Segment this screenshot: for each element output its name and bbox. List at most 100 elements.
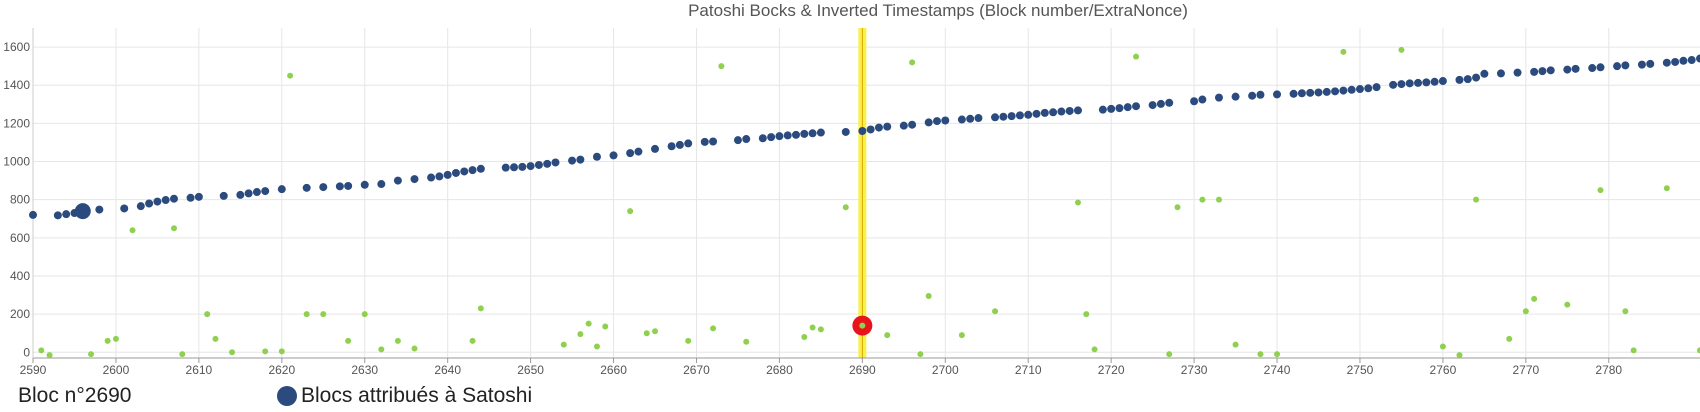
point-satoshi bbox=[634, 147, 643, 156]
point-satoshi bbox=[1032, 109, 1041, 118]
y-tick-label: 200 bbox=[10, 307, 30, 321]
point-other bbox=[743, 338, 750, 345]
legend[interactable]: Blocs attribués à Satoshi bbox=[277, 384, 532, 408]
point-satoshi bbox=[1339, 86, 1348, 95]
x-tick-label: 2640 bbox=[434, 363, 461, 377]
point-other bbox=[469, 337, 476, 344]
point-satoshi bbox=[667, 142, 676, 151]
point-other bbox=[46, 352, 53, 359]
point-other bbox=[884, 332, 891, 339]
point-other bbox=[1456, 352, 1463, 359]
point-satoshi bbox=[1098, 105, 1107, 114]
point-satoshi bbox=[991, 113, 1000, 122]
point-satoshi bbox=[966, 114, 975, 123]
point-satoshi bbox=[1015, 111, 1024, 120]
y-tick-label: 800 bbox=[10, 193, 30, 207]
point-satoshi bbox=[1596, 63, 1605, 72]
point-satoshi bbox=[1040, 108, 1049, 117]
point-other bbox=[287, 72, 294, 79]
point-other bbox=[1340, 48, 1347, 55]
point-satoshi bbox=[1073, 106, 1082, 115]
point-satoshi bbox=[476, 164, 485, 173]
x-tick-label: 2590 bbox=[20, 363, 47, 377]
point-satoshi bbox=[1190, 97, 1199, 106]
x-tick-label: 2710 bbox=[1015, 363, 1042, 377]
point-other bbox=[1215, 196, 1222, 203]
y-tick-label: 1200 bbox=[3, 116, 30, 130]
point-other bbox=[1091, 346, 1098, 353]
x-tick-label: 2720 bbox=[1098, 363, 1125, 377]
x-tick-label: 2650 bbox=[517, 363, 544, 377]
point-satoshi bbox=[908, 120, 917, 129]
point-satoshi bbox=[1049, 108, 1058, 117]
point-satoshi bbox=[244, 189, 253, 198]
point-satoshi bbox=[261, 187, 270, 196]
x-tick-label: 2630 bbox=[351, 363, 378, 377]
point-other bbox=[801, 334, 808, 341]
point-other bbox=[1074, 199, 1081, 206]
point-satoshi bbox=[551, 158, 560, 167]
point-other bbox=[262, 348, 269, 355]
point-satoshi bbox=[932, 117, 941, 126]
point-other bbox=[718, 63, 725, 70]
point-other bbox=[585, 320, 592, 327]
x-tick-label: 2690 bbox=[849, 363, 876, 377]
point-satoshi bbox=[883, 122, 892, 131]
point-satoshi bbox=[1132, 102, 1141, 111]
x-tick-label: 2670 bbox=[683, 363, 710, 377]
point-other bbox=[477, 305, 484, 312]
point-satoshi bbox=[700, 137, 709, 146]
point-satoshi bbox=[767, 133, 776, 142]
x-tick-label: 2610 bbox=[186, 363, 213, 377]
point-other bbox=[627, 208, 634, 215]
point-satoshi bbox=[1496, 69, 1505, 78]
point-other bbox=[361, 311, 368, 318]
point-satoshi bbox=[1472, 73, 1481, 82]
chart-footer: Bloc n°2690 Blocs attribués à Satoshi bbox=[0, 384, 1700, 412]
point-other bbox=[88, 351, 95, 358]
point-satoshi bbox=[1571, 64, 1580, 73]
point-other bbox=[560, 341, 567, 348]
point-satoshi bbox=[792, 130, 801, 139]
point-other bbox=[278, 348, 285, 355]
point-satoshi bbox=[800, 129, 809, 138]
point-other bbox=[1473, 196, 1480, 203]
point-satoshi bbox=[999, 112, 1008, 121]
point-other bbox=[1174, 204, 1181, 211]
point-other bbox=[345, 337, 352, 344]
point-satoshi bbox=[808, 129, 817, 138]
point-satoshi bbox=[1273, 90, 1282, 99]
point-other bbox=[38, 347, 45, 354]
point-satoshi bbox=[53, 211, 62, 220]
point-satoshi bbox=[360, 180, 369, 189]
point-other bbox=[643, 330, 650, 337]
point-satoshi bbox=[941, 116, 950, 125]
point-satoshi bbox=[1355, 85, 1364, 94]
point-other bbox=[1564, 301, 1571, 308]
point-satoshi bbox=[277, 185, 286, 194]
y-tick-label: 0 bbox=[23, 345, 30, 359]
point-satoshi bbox=[866, 125, 875, 134]
point-other bbox=[1133, 53, 1140, 60]
point-satoshi bbox=[1198, 95, 1207, 104]
x-tick-label: 2620 bbox=[268, 363, 295, 377]
point-satoshi bbox=[1148, 101, 1157, 110]
point-other bbox=[1622, 308, 1629, 315]
point-satoshi bbox=[410, 175, 419, 184]
x-tick-label: 2700 bbox=[932, 363, 959, 377]
point-satoshi bbox=[1696, 54, 1700, 63]
y-tick-label: 400 bbox=[10, 269, 30, 283]
point-other bbox=[710, 325, 717, 332]
point-other bbox=[577, 331, 584, 338]
point-other bbox=[602, 323, 609, 330]
point-satoshi bbox=[1389, 80, 1398, 89]
point-satoshi bbox=[1621, 61, 1630, 70]
point-satoshi bbox=[709, 137, 718, 146]
point-satoshi bbox=[319, 183, 328, 192]
series-other-blocks bbox=[38, 46, 1700, 359]
x-tick-label: 2730 bbox=[1181, 363, 1208, 377]
point-other bbox=[992, 308, 999, 315]
point-satoshi bbox=[1107, 104, 1116, 113]
point-satoshi bbox=[169, 194, 178, 203]
point-satoshi bbox=[344, 181, 353, 190]
